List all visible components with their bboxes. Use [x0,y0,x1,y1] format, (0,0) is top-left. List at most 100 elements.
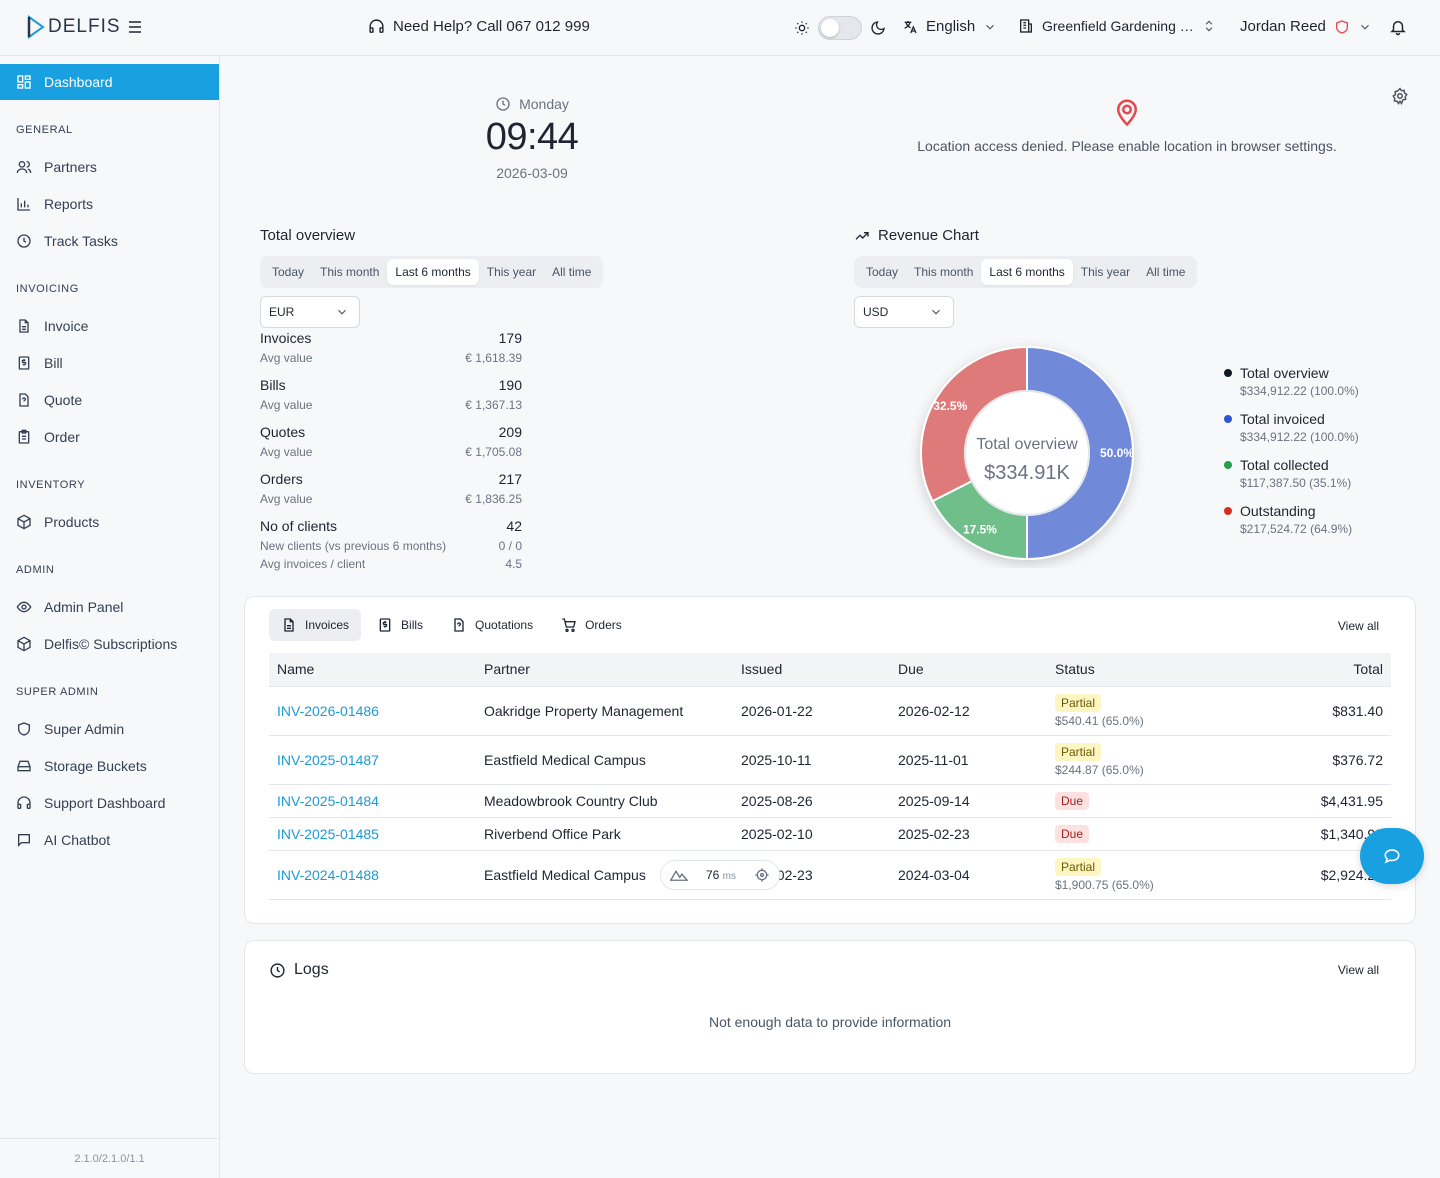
stat-label: No of clients [260,517,338,534]
invoice-link[interactable]: INV-2026-01486 [277,702,379,719]
table-row[interactable]: INV-2025-01487 Eastfield Medical Campus … [269,735,1391,785]
logo[interactable]: DELFIS [26,15,121,39]
column-header[interactable]: Total [1227,653,1391,687]
sidebar-item-bill[interactable]: Bill [0,345,219,381]
column-header[interactable]: Status [1047,653,1227,687]
table-row[interactable]: INV-2025-01485 Riverbend Office Park 202… [269,817,1391,851]
sidebar-item-ai-chatbot[interactable]: AI Chatbot [0,822,219,858]
revenue-currency-select[interactable]: USD [854,296,954,328]
clock-icon [270,962,285,978]
stat-label: Bills [260,376,286,393]
tab-this-month[interactable]: This month [320,265,380,279]
column-header[interactable]: Name [269,653,476,687]
table-header-row: Name Partner Issued Due Status Total [269,653,1391,687]
chevron-down-icon [986,24,995,30]
legend-item[interactable]: Total collected $117,387.50 (35.1%) [1224,457,1359,490]
due-cell: 2026-02-12 [890,686,1047,736]
clock-time: 09:44 [485,116,579,158]
invoice-link[interactable]: INV-2025-01484 [277,792,379,809]
sidebar-item-products[interactable]: Products [0,504,219,540]
stat-label: Orders [260,470,303,487]
tab-this-month[interactable]: This month [914,265,974,279]
message-square-icon [18,834,30,847]
tab-invoices[interactable]: Invoices [269,609,362,641]
issued-cell: 2026-01-22 [733,686,890,736]
sidebar-item-support-dashboard[interactable]: Support Dashboard [0,785,219,821]
legend-item[interactable]: Total overview $334,912.22 (100.0%) [1224,365,1359,398]
table-row[interactable]: INV-2026-01486 Oakridge Property Managem… [269,686,1391,736]
sidebar-item-quote[interactable]: Quote [0,382,219,418]
legend-item[interactable]: Total invoiced $334,912.22 (100.0%) [1224,411,1359,444]
table-row[interactable]: INV-2024-01488 Eastfield Medical Campus … [269,850,1391,900]
sidebar-item-super-admin[interactable]: Super Admin [0,711,219,747]
overview-stats: Invoices 179 Avg value € 1,618.39 Bills 190… [260,328,522,581]
sidebar-item-dashboard[interactable]: Dashboard [0,64,219,100]
stat-sublabel: Avg value [260,397,313,412]
perf-unit: ms [722,871,737,882]
eye-icon [16,601,32,613]
donut-hole [964,390,1090,516]
notifications-bell-icon[interactable] [1389,18,1407,36]
legend-value: $334,912.22 (100.0%) [1240,430,1359,444]
sidebar-item-subscriptions[interactable]: Delfis© Subscriptions [0,626,219,662]
legend-item[interactable]: Outstanding $217,524.72 (64.9%) [1224,503,1359,536]
company-selector[interactable]: Greenfield Gardening … [1018,18,1216,34]
section-invoicing: INVOICING [16,283,79,295]
stat-sublabel: Avg invoices / client [260,556,366,571]
app-version: 2.1.0/2.1.0/1.1 [0,1138,219,1178]
tab-today[interactable]: Today [272,265,305,279]
sidebar-item-track-tasks[interactable]: Track Tasks [0,223,219,259]
revenue-title: Revenue Chart [854,227,979,244]
tab-all-time[interactable]: All time [552,265,592,279]
receipt-dollar-icon [379,618,391,632]
stat-value: 190 [498,376,522,393]
sidebar-item-label: Invoice [44,318,89,334]
sidebar-item-order[interactable]: Order [0,419,219,455]
clock-date: 2026-03-09 [496,165,568,181]
invoice-link[interactable]: INV-2024-01488 [277,866,379,883]
sidebar-item-reports[interactable]: Reports [0,186,219,222]
legend-dot [1224,461,1232,469]
tab-this-year[interactable]: This year [486,265,537,279]
stat-subvalue: € 1,836.25 [465,491,522,506]
perf-overlay[interactable]: 76 ms [660,860,780,890]
status-badge: Due [1055,791,1090,810]
sidebar-item-label: Reports [44,196,94,212]
sidebar-item-storage-buckets[interactable]: Storage Buckets [0,748,219,784]
user-menu[interactable]: Jordan Reed [1240,18,1372,35]
translate-icon [904,20,917,33]
tab-this-year[interactable]: This year [1080,265,1131,279]
logs-view-all-link[interactable]: View all [1337,963,1379,977]
column-header[interactable]: Partner [476,653,733,687]
invoice-link[interactable]: INV-2025-01485 [277,825,379,842]
paid-amount: $540.41 (65.0%) [1055,713,1144,728]
overview-currency-select[interactable]: EUR [260,296,360,328]
tab-orders[interactable]: Orders [549,609,634,641]
sidebar-item-invoice[interactable]: Invoice [0,308,219,344]
tab-last-6-months[interactable]: Last 6 months [981,259,1073,285]
settings-gear-icon[interactable] [1391,87,1409,105]
column-header[interactable]: Due [890,653,1047,687]
sidebar-item-admin-panel[interactable]: Admin Panel [0,589,219,625]
language-selector[interactable]: English [902,18,997,35]
tab-all-time[interactable]: All time [1146,265,1186,279]
table-row[interactable]: INV-2025-01484 Meadowbrook Country Club … [269,784,1391,818]
tab-quotations[interactable]: Quotations [439,609,545,641]
currency-value: USD [863,305,889,319]
menu-toggle-icon[interactable] [126,18,144,36]
legend-value: $117,387.50 (35.1%) [1240,476,1352,490]
due-cell: 2025-09-14 [890,784,1047,818]
sidebar-item-partners[interactable]: Partners [0,149,219,185]
chat-launcher-button[interactable] [1360,828,1424,884]
tab-today[interactable]: Today [866,265,899,279]
paid-amount: $1,900.75 (65.0%) [1055,877,1154,892]
tab-last-6-months[interactable]: Last 6 months [387,259,479,285]
shopping-cart-icon [562,618,576,632]
column-header[interactable]: Issued [733,653,890,687]
documents-view-all-link[interactable]: View all [1337,619,1379,633]
tab-bills[interactable]: Bills [365,609,435,641]
theme-toggle[interactable] [818,16,862,40]
sidebar-item-label: Admin Panel [44,599,124,615]
invoice-link[interactable]: INV-2025-01487 [277,751,379,768]
donut-center-value: $334.91K [984,462,1070,484]
